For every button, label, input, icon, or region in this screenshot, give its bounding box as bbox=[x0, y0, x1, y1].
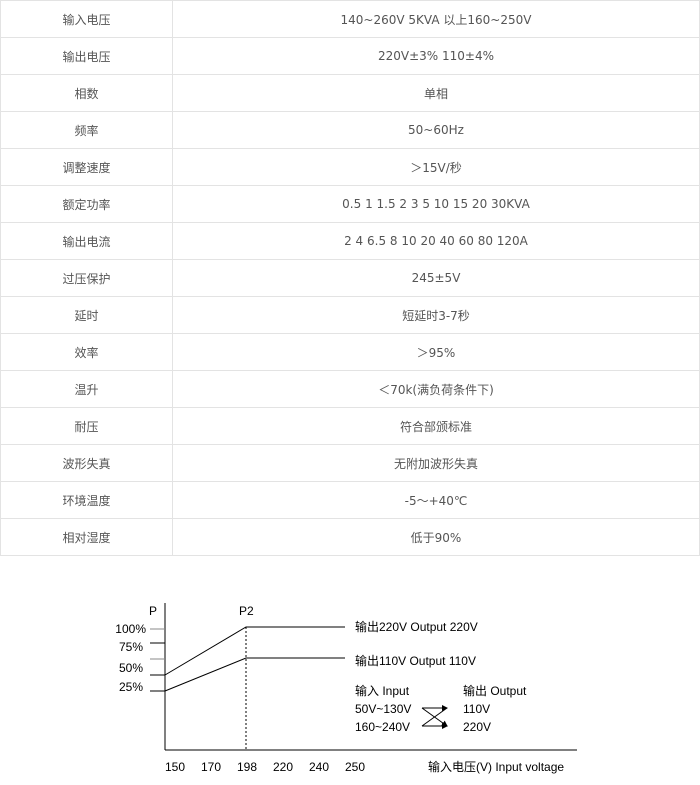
output-1: 110V bbox=[463, 702, 490, 716]
spec-row: 波形失真 无附加波形失真 bbox=[0, 444, 700, 482]
spec-label: 波形失真 bbox=[0, 444, 173, 482]
spec-value: 50~60Hz bbox=[172, 111, 700, 149]
spec-row: 输出电压 220V±3% 110±4% bbox=[0, 37, 700, 75]
y-tick-label: 25% bbox=[119, 680, 143, 694]
x-tick-label: 250 bbox=[345, 760, 365, 774]
output-110v-curve bbox=[164, 657, 345, 692]
x-tick-label: 198 bbox=[237, 760, 257, 774]
x-tick-label: 170 bbox=[201, 760, 221, 774]
spec-label: 输入电压 bbox=[0, 0, 173, 38]
spec-row: 耐压 符合部颁标准 bbox=[0, 407, 700, 445]
spec-row: 过压保护 245±5V bbox=[0, 259, 700, 297]
y-axis-label: P bbox=[149, 604, 157, 618]
spec-value: 140~260V 5KVA 以上160~250V bbox=[172, 0, 700, 38]
spec-label: 环境温度 bbox=[0, 481, 173, 519]
spec-row: 环境温度 -5～+40℃ bbox=[0, 481, 700, 519]
spec-value: ＞95% bbox=[172, 333, 700, 371]
spec-label: 延时 bbox=[0, 296, 173, 334]
spec-row: 输出电流 2 4 6.5 8 10 20 40 60 80 120A bbox=[0, 222, 700, 260]
spec-label: 频率 bbox=[0, 111, 173, 149]
x-tick-label: 220 bbox=[273, 760, 293, 774]
x-axis-label: 输入电压(V) Input voltage bbox=[428, 759, 564, 774]
input-range-1: 50V~130V bbox=[355, 702, 411, 716]
spec-table: 输入电压 140~260V 5KVA 以上160~250V 输出电压 220V±3% … bbox=[0, 0, 700, 556]
spec-value: ＞15V/秒 bbox=[172, 148, 700, 186]
spec-value: 符合部颁标准 bbox=[172, 407, 700, 445]
y-tick-label: 50% bbox=[119, 661, 143, 675]
line-220-label: 输出220V Output 220V bbox=[355, 619, 478, 634]
spec-value: 220V±3% 110±4% bbox=[172, 37, 700, 75]
output-header: 输出 Output bbox=[463, 683, 527, 698]
spec-value: 无附加波形失真 bbox=[172, 444, 700, 482]
spec-value: 0.5 1 1.5 2 3 5 10 15 20 30KVA bbox=[172, 185, 700, 223]
spec-row: 频率 50~60Hz bbox=[0, 111, 700, 149]
spec-label: 调整速度 bbox=[0, 148, 173, 186]
input-header: 输入 Input bbox=[355, 683, 410, 698]
spec-label: 过压保护 bbox=[0, 259, 173, 297]
spec-row: 温升 ＜70k(满负荷条件下) bbox=[0, 370, 700, 408]
output-220v-curve bbox=[164, 626, 345, 676]
p2-label: P2 bbox=[239, 604, 254, 618]
output-2: 220V bbox=[463, 720, 491, 734]
line-110-label: 输出110V Output 110V bbox=[355, 653, 476, 668]
spec-row: 相对湿度 低于90% bbox=[0, 518, 700, 556]
spec-label: 温升 bbox=[0, 370, 173, 408]
cross-arrow-icon bbox=[421, 705, 448, 729]
y-tick-marks bbox=[150, 628, 165, 692]
x-tick-label: 150 bbox=[165, 760, 185, 774]
spec-row: 调整速度 ＞15V/秒 bbox=[0, 148, 700, 186]
spec-row: 输入电压 140~260V 5KVA 以上160~250V bbox=[0, 0, 700, 38]
spec-label: 输出电流 bbox=[0, 222, 173, 260]
spec-row: 额定功率 0.5 1 1.5 2 3 5 10 15 20 30KVA bbox=[0, 185, 700, 223]
y-tick-label: 100% bbox=[115, 622, 146, 636]
spec-row: 效率 ＞95% bbox=[0, 333, 700, 371]
spec-value: 2 4 6.5 8 10 20 40 60 80 120A bbox=[172, 222, 700, 260]
spec-value: -5～+40℃ bbox=[172, 481, 700, 519]
spec-row: 相数 单相 bbox=[0, 74, 700, 112]
x-tick-label: 240 bbox=[309, 760, 329, 774]
spec-label: 额定功率 bbox=[0, 185, 173, 223]
spec-label: 相对湿度 bbox=[0, 518, 173, 556]
input-range-2: 160~240V bbox=[355, 720, 410, 734]
y-tick-label: 75% bbox=[119, 640, 143, 654]
spec-value: 低于90% bbox=[172, 518, 700, 556]
